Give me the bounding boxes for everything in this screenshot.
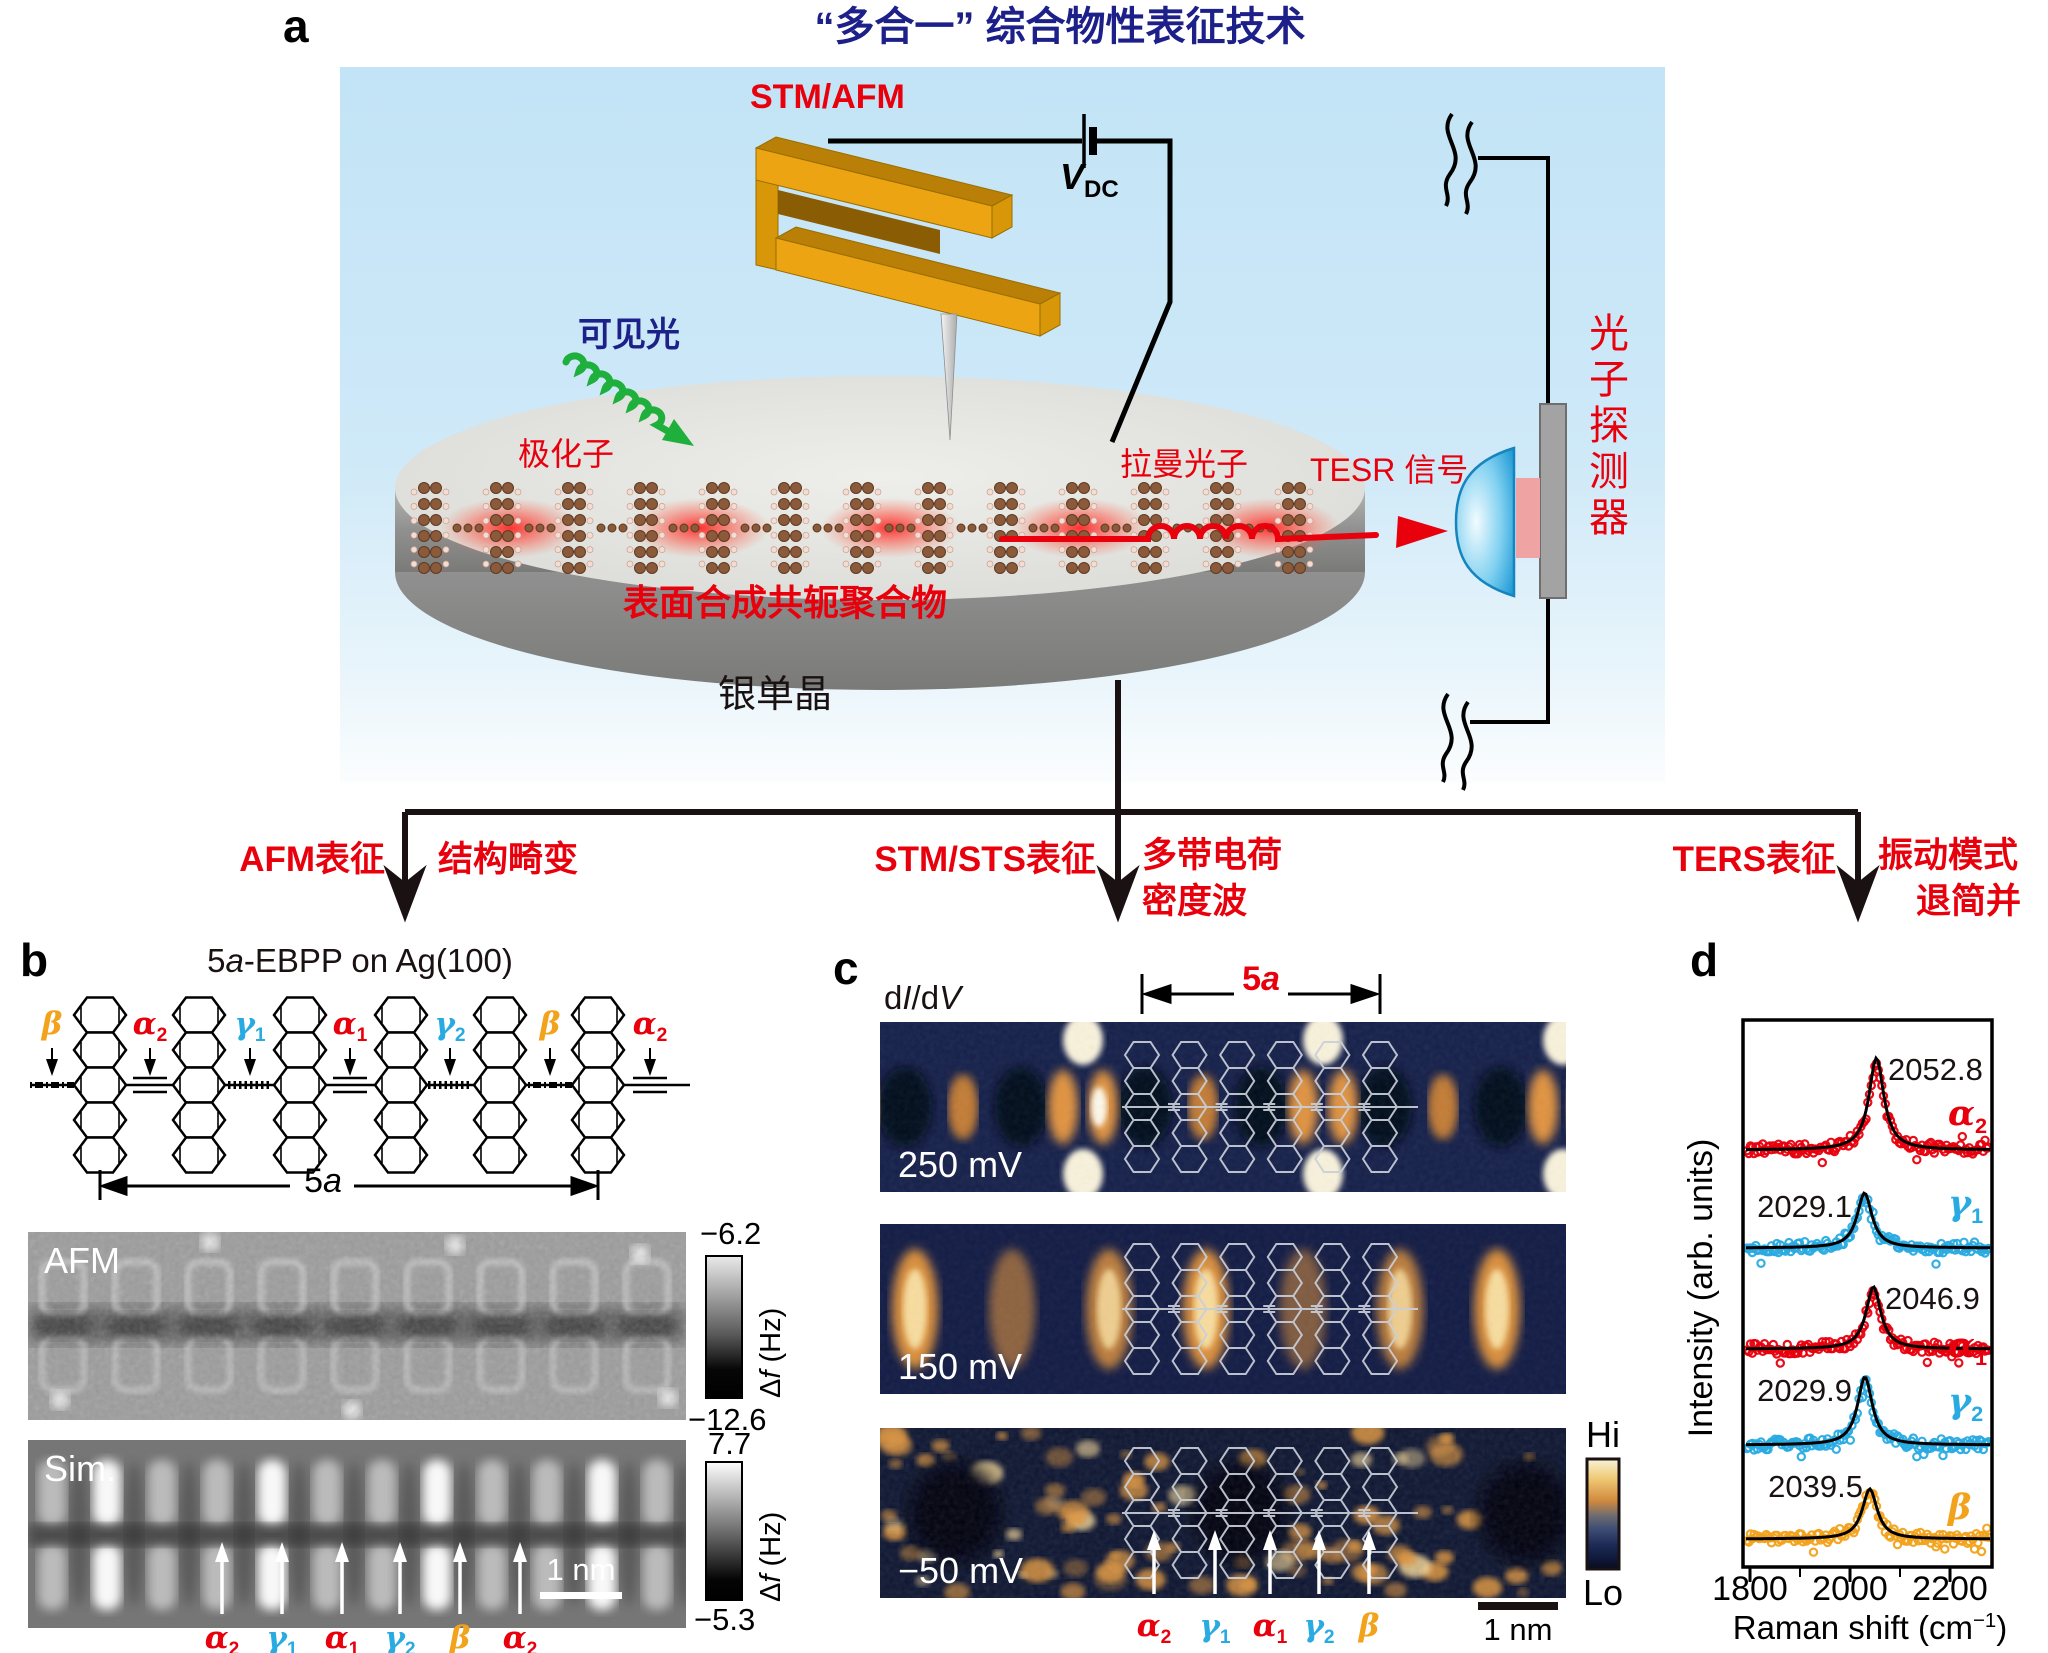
panel-d-label: d [1690,934,1719,986]
panel-b-label: b [20,934,49,986]
d-xlabel: Raman shift (cm−1) [1732,1609,2008,1646]
raman-spectra-plot [1742,1055,1994,1557]
branch-ters-result-2: 退简并 [1916,882,2022,921]
detector-wire [1440,112,1550,791]
wire-squiggle-top2 [1463,120,1478,215]
d-xtick-2200: 2200 [1912,1570,1988,1608]
branch-ters-result-1: 振动模式 [1878,836,2019,875]
branch-ters-method: TERS表征 [1672,840,1836,879]
branch-sts-method: STM/STS表征 [874,840,1096,879]
d-ylabel: Intensity (arb. units) [1682,1138,1720,1438]
wire-squiggle-bottom2 [1460,700,1474,791]
afm-cbar-unit: Δf (Hz) [755,1307,787,1398]
sim-colorbar [705,1461,743,1601]
b-span-arrow [98,1170,600,1200]
didv-map-150mv [880,1224,1566,1394]
photon-detector-sensor [1516,478,1540,558]
arrowhead-afm [383,864,427,923]
bias-label: VDC [1060,156,1119,204]
d-xtick-2000: 2000 [1812,1570,1888,1608]
spectrum-fit-α1 [1746,1284,1990,1351]
branch-sts-result-1: 多带电荷 [1142,836,1283,875]
afm-colorbar [705,1255,743,1399]
didv-label: dI/dV [884,979,962,1016]
polaron-label: 极化子 [518,436,615,472]
b-span-label: 5a [304,1162,342,1200]
probe-tip [940,313,958,441]
colorbar-hi: Hi [1586,1414,1620,1455]
visible-light-label: 可见光 [578,316,680,354]
probe-label: STM/AFM [750,78,905,116]
photon-detector-label: 光子探测器 [1583,312,1627,542]
afm-cbar-bottom: −12.6 [688,1402,767,1437]
panel-c-label: c [833,942,859,994]
afm-tag: AFM [44,1240,120,1281]
branch-afm-method: AFM表征 [239,840,385,879]
sim-tag: Sim. [44,1448,116,1489]
arrowhead-ters [1836,864,1880,923]
bias-150: 150 mV [898,1346,1023,1387]
polymer-chain-molecules [410,482,1340,574]
arrowhead-sts [1096,864,1140,923]
spectrum-fit-α2 [1746,1055,1990,1152]
visible-light-arrow [562,352,694,446]
sim-image [28,1440,686,1628]
panel-a-title: “多合一” 综合物性表征技术 [814,5,1306,49]
collection-lens [1454,446,1516,598]
photon-detector-body [1539,403,1567,599]
branch-afm-result: 结构畸变 [438,840,579,879]
panel-b-title: 5a-EBPP on Ag(100) [207,942,513,979]
raman-photon-arrow [999,516,1448,548]
afm-cbar-top: −6.2 [700,1216,762,1251]
afm-image [28,1232,686,1420]
c-span-label: 5a [1242,960,1280,998]
spectrum-fit-γ1 [1746,1191,1990,1250]
wire-squiggle-top [1443,112,1458,207]
bias-250: 250 mV [898,1144,1023,1185]
spectrum-fit-β [1746,1486,1990,1541]
spectrum-dots-γ1 [1742,1193,1994,1269]
colorbar-lo: Lo [1582,1572,1624,1613]
panel-a-label: a [283,0,309,52]
flow-connector-lines [383,680,1880,923]
hi-lo-colorbar [1585,1457,1621,1571]
spectrum-dots-β [1742,1487,1994,1557]
wire-squiggle-bottom [1440,692,1454,783]
c-scalebar-label: 1 nm [1483,1612,1553,1647]
chemical-structure [30,996,690,1174]
didv-map-250mv [880,1022,1566,1192]
sim-scalebar-label: 1 nm [546,1552,616,1587]
tesr-signal-label: TESR 信号 [1310,452,1469,488]
c-span-arrow [1140,974,1382,1014]
polymer-label: 表面合成共轭聚合物 [622,582,947,623]
spectrum-fit-γ2 [1746,1376,1990,1447]
crystal-label: 银单晶 [717,674,832,716]
c-scalebar [1478,1602,1558,1610]
bias-minus50: −50 mV [898,1550,1024,1591]
d-xtick-1800: 1800 [1712,1570,1788,1608]
stm-afm-sensor [754,136,1062,337]
sim-cbar-bottom: −5.3 [694,1602,756,1637]
branch-sts-result-2: 密度波 [1142,882,1248,921]
didv-map-minus50mv [880,1428,1566,1598]
sim-cbar-unit: Δf (Hz) [755,1511,787,1602]
battery-symbol [1082,114,1097,168]
sim-cbar-top: 7.7 [708,1426,752,1461]
raman-photon-label: 拉曼光子 [1120,446,1249,482]
d-frame [1741,1018,1994,1582]
bias-circuit-wire [828,138,1173,443]
